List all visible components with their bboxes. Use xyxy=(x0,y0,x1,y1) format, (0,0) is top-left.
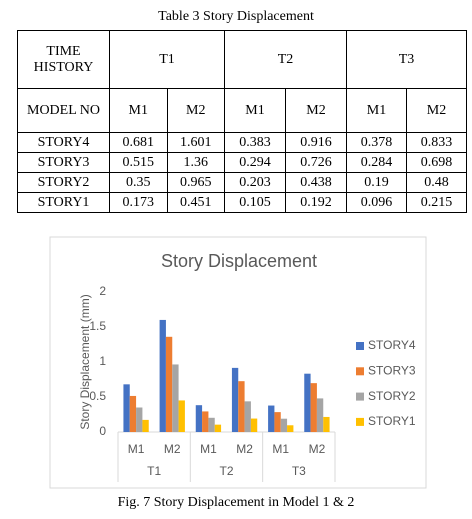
x-tick-label: M2 xyxy=(164,442,181,456)
bar xyxy=(268,405,275,432)
bar xyxy=(172,364,179,432)
table-cell: 0.096 xyxy=(346,192,407,213)
chart-frame xyxy=(49,236,427,489)
chart-title: Story Displacement xyxy=(161,251,317,271)
table-row: STORY3 0.515 1.36 0.294 0.726 0.284 0.698 xyxy=(17,152,467,173)
table-cell: 0.19 xyxy=(346,172,407,193)
table-cell: 0.48 xyxy=(406,172,467,193)
table-cell: M2 xyxy=(166,88,225,133)
bar xyxy=(304,373,311,432)
bar xyxy=(231,367,239,432)
x-tick-label: M2 xyxy=(309,442,326,456)
bar xyxy=(274,412,281,432)
group-label: T3 xyxy=(292,464,306,478)
legend-swatch xyxy=(356,417,364,426)
figure-caption: Fig. 7 Story Displacement in Model 1 & 2 xyxy=(117,495,355,510)
bar xyxy=(142,419,149,432)
bar xyxy=(123,384,130,432)
y-tick-label: 2 xyxy=(99,284,106,298)
x-tick-label: M1 xyxy=(128,442,145,456)
y-tick-label: 1 xyxy=(99,354,106,368)
table-cell: T3 xyxy=(346,30,467,89)
table-cell: STORY2 xyxy=(17,172,110,193)
bar xyxy=(208,417,215,432)
table: TIME HISTORY T1 T2 T3 MODEL NO M1 M2 M1 M2 M1 M2 ST… xyxy=(17,30,467,213)
table-cell: TIME HISTORY xyxy=(17,30,110,89)
bar xyxy=(316,398,324,432)
table-cell: M1 xyxy=(109,88,168,133)
table-cell: 0.215 xyxy=(406,192,467,213)
bar xyxy=(310,383,317,432)
table-cell: 0.294 xyxy=(224,152,286,173)
table-cell: 0.451 xyxy=(166,192,225,213)
group-label: T1 xyxy=(147,464,161,478)
legend-swatch xyxy=(356,367,364,376)
table-caption: Table 3 Story Displacement xyxy=(158,9,314,24)
bar xyxy=(250,418,258,432)
table-cell: MODEL NO xyxy=(17,88,110,133)
table-cell: M1 xyxy=(346,88,407,133)
y-tick-label: 0 xyxy=(99,424,106,438)
legend-label: STORY1 xyxy=(368,414,416,428)
legend-label: STORY3 xyxy=(368,363,416,377)
bar xyxy=(178,400,185,432)
table-row: STORY1 0.173 0.451 0.105 0.192 0.096 0.215 xyxy=(17,192,467,213)
x-tick-label: M2 xyxy=(236,442,253,456)
table-cell: STORY1 xyxy=(17,192,110,213)
table-row: MODEL NO M1 M2 M1 M2 M1 M2 xyxy=(17,88,467,133)
bar xyxy=(214,424,222,432)
table-cell: 0.105 xyxy=(224,192,286,213)
bar xyxy=(287,425,294,432)
legend-swatch xyxy=(356,392,364,401)
bar xyxy=(202,411,209,432)
x-tick-label: M1 xyxy=(272,442,289,456)
table-cell: 0.35 xyxy=(109,172,168,193)
legend-swatch xyxy=(356,342,364,350)
group-label: T2 xyxy=(219,464,233,478)
bar xyxy=(244,401,251,432)
bar xyxy=(159,319,166,432)
table-row: STORY2 0.35 0.965 0.203 0.438 0.19 0.48 xyxy=(17,172,467,193)
bar xyxy=(195,405,203,432)
legend-label: STORY2 xyxy=(368,389,416,403)
y-axis-label: Story Displacement (mm) xyxy=(78,294,92,429)
y-tick-label: 0.5 xyxy=(89,389,106,403)
bar xyxy=(165,336,173,432)
bar xyxy=(238,381,245,432)
table-cell: 0.173 xyxy=(109,192,168,213)
y-tick-label: 1.5 xyxy=(89,319,106,333)
bar xyxy=(129,395,137,432)
bar xyxy=(280,418,288,432)
bar xyxy=(136,407,143,432)
table-cell: 0.284 xyxy=(346,152,407,173)
x-tick-label: M1 xyxy=(200,442,217,456)
legend-label: STORY4 xyxy=(368,338,416,352)
bar xyxy=(323,416,330,432)
table-cell: 1.601 xyxy=(166,132,225,153)
table-row: TIME HISTORY T1 T2 T3 xyxy=(17,30,467,89)
